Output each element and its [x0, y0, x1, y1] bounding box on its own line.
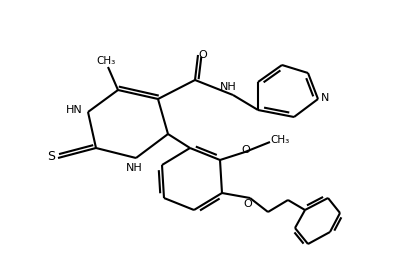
- Text: S: S: [47, 151, 55, 163]
- Text: HN: HN: [66, 105, 83, 115]
- Text: N: N: [321, 93, 329, 103]
- Text: NH: NH: [126, 163, 142, 173]
- Text: O: O: [242, 145, 250, 155]
- Text: O: O: [244, 199, 252, 209]
- Text: CH₃: CH₃: [270, 135, 290, 145]
- Text: NH: NH: [220, 82, 236, 92]
- Text: CH₃: CH₃: [96, 56, 116, 66]
- Text: O: O: [198, 50, 208, 60]
